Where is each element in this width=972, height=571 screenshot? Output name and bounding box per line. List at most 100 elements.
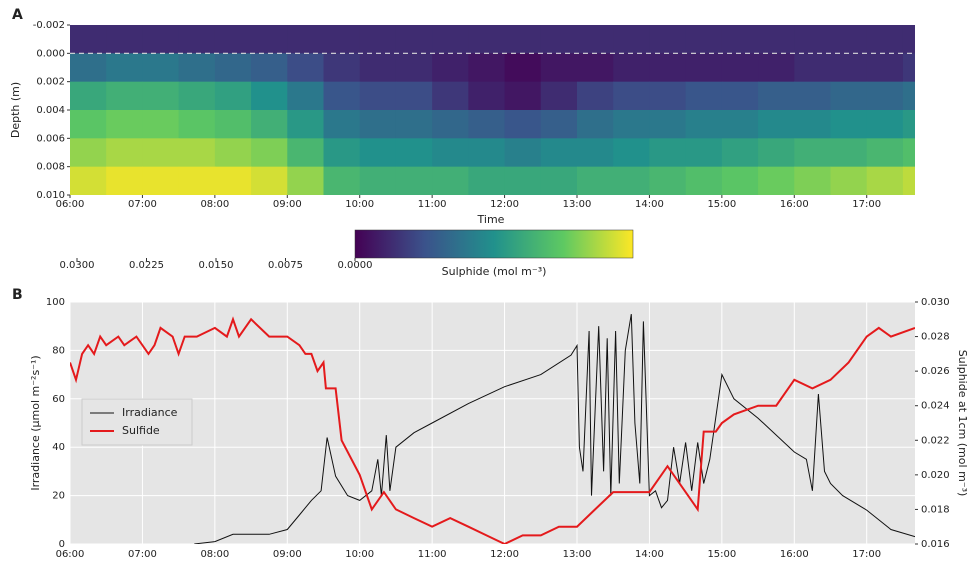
heatmap-cell [504, 25, 542, 54]
heatmap-cell [251, 53, 288, 83]
heatmap-cell [214, 110, 252, 139]
heatmap-cell [70, 81, 107, 111]
y2-tick-label: 0.024 [921, 401, 950, 412]
heatmap-cell [758, 110, 795, 139]
heatmap-cell [540, 53, 578, 83]
heatmap-cell [758, 138, 795, 168]
heatmap-cell [106, 25, 144, 54]
heatmap-cell [70, 25, 107, 54]
colorbar [354, 229, 634, 259]
heatmap-cell [721, 138, 759, 168]
legend-box [81, 398, 193, 446]
x-tick-label: 11:00 [418, 199, 447, 210]
heatmap-cell [685, 25, 723, 54]
heatmap-cell [613, 81, 651, 111]
y-tick-label: 0.000 [36, 48, 65, 59]
heatmap-cell [432, 110, 469, 139]
heatmap-cell [287, 53, 325, 83]
heatmap-cell [468, 81, 506, 111]
heatmap-cell [468, 138, 506, 168]
heatmap-cell [70, 110, 107, 139]
heatmap-cell [649, 81, 687, 111]
heatmap-cell [830, 138, 868, 168]
heatmap-cell [577, 138, 614, 168]
heatmap-cell [432, 138, 469, 168]
heatmap-cell [323, 81, 361, 111]
heatmap-cell [721, 53, 759, 83]
heatmap-cell [866, 166, 904, 195]
heatmap-cell [432, 53, 469, 83]
heatmap-cell [613, 166, 651, 195]
heatmap-cell [685, 166, 723, 195]
heatmap-cell [142, 166, 180, 195]
y-tick-label: 0 [59, 539, 65, 550]
heatmap-cell [649, 53, 687, 83]
y-tick-label: 40 [52, 442, 65, 453]
heatmap-cell [866, 81, 904, 111]
heatmap-cell [577, 25, 614, 54]
heatmap-cell [395, 25, 433, 54]
x-tick-label: 15:00 [707, 549, 736, 560]
heatmap-cell [613, 25, 651, 54]
heatmap-cell [178, 166, 216, 195]
heatmap-cell [106, 81, 144, 111]
heatmap-cell [830, 166, 868, 195]
y2-tick-label: 0.022 [921, 435, 950, 446]
heatmap-cell [323, 166, 361, 195]
heatmap-cell [70, 53, 107, 83]
heatmap-cell [395, 81, 433, 111]
colorbar-tick-label: 0.0150 [199, 260, 234, 271]
heatmap-cell [649, 138, 687, 168]
heatmap-cell [794, 166, 832, 195]
x-tick-label: 08:00 [200, 199, 229, 210]
heatmap-cell [468, 25, 506, 54]
heatmap-cell [178, 25, 216, 54]
heatmap-cell [504, 166, 542, 195]
heatmap-cell [504, 138, 542, 168]
heatmap-cell [685, 110, 723, 139]
heatmap-cell [540, 166, 578, 195]
heatmap-cell [613, 53, 651, 83]
series-line [194, 314, 915, 544]
heatmap-cell [251, 110, 288, 139]
x-axis-title: Time [477, 213, 505, 226]
heatmap-cell [432, 166, 469, 195]
heatmap-cell [902, 166, 915, 195]
y-axis-title: Irradiance (µmol m⁻²s⁻¹) [29, 355, 42, 490]
colorbar-tick-label: 0.0075 [268, 260, 303, 271]
heatmap-cell [287, 110, 325, 139]
colorbar-tick-label: 0.0300 [60, 260, 95, 271]
heatmap-cell [214, 81, 252, 111]
heatmap-cell [577, 81, 614, 111]
x-tick-label: 09:00 [273, 549, 302, 560]
y-tick-label: 80 [52, 345, 65, 356]
heatmap-cell [287, 166, 325, 195]
heatmap-cell [178, 81, 216, 111]
heatmap-cell [106, 110, 144, 139]
heatmap-cell [432, 81, 469, 111]
y-tick-label: 0.008 [36, 162, 65, 173]
heatmap-cell [613, 110, 651, 139]
colorbar-tick-label: 0.0000 [338, 260, 373, 271]
heatmap-cell [142, 138, 180, 168]
x-tick-label: 16:00 [780, 549, 809, 560]
heatmap-cell [504, 53, 542, 83]
heatmap-cell [395, 53, 433, 83]
heatmap-cell [395, 110, 433, 139]
heatmap-cell [106, 138, 144, 168]
panel-label: A [12, 7, 23, 23]
legend-label: Sulfide [122, 424, 160, 437]
heatmap-cell [359, 110, 397, 139]
x-tick-label: 08:00 [200, 549, 229, 560]
heatmap-cell [866, 138, 904, 168]
heatmap-cell [287, 138, 325, 168]
heatmap-cell [540, 110, 578, 139]
heatmap-cell [359, 53, 397, 83]
x-tick-label: 15:00 [707, 199, 736, 210]
heatmap-cell [359, 138, 397, 168]
heatmap-cell [685, 138, 723, 168]
heatmap-cell [540, 81, 578, 111]
plot-background [70, 302, 915, 544]
heatmap-cell [902, 138, 915, 168]
x-tick-label: 17:00 [852, 199, 881, 210]
